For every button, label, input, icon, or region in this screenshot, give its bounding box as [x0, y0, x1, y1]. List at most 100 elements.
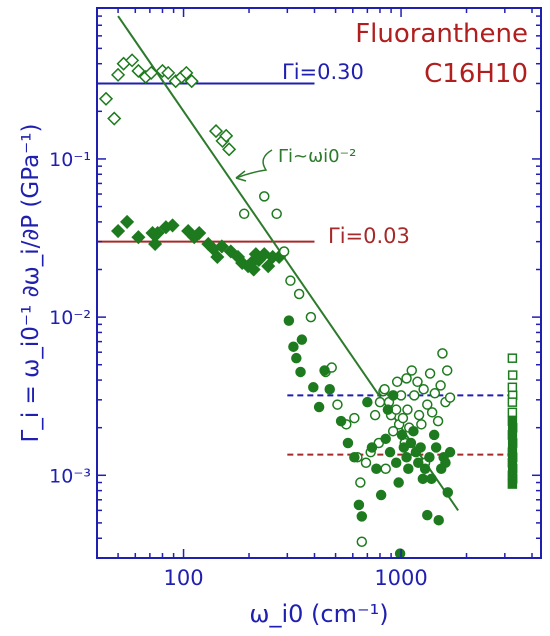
- data-point-circle-open: [402, 404, 413, 415]
- annotation-power-law: Γi~ωi0⁻²: [278, 146, 356, 167]
- plot-frame: [96, 7, 542, 559]
- data-point-circle-filled: [417, 473, 429, 485]
- data-point-diamond-filled: [150, 225, 165, 241]
- data-point-circle-filled: [430, 442, 442, 453]
- data-point-circle-open: [349, 412, 360, 424]
- chart-subtitle: C16H10: [424, 59, 528, 89]
- data-point-diamond-filled: [214, 239, 229, 254]
- data-point-circle-open: [413, 409, 425, 421]
- data-point-diamond-open: [125, 53, 140, 68]
- data-point-circle-open: [435, 380, 446, 391]
- data-point-circle-open: [432, 415, 444, 427]
- data-point-diamond-open: [131, 63, 146, 79]
- data-point-circle-open: [444, 392, 456, 403]
- data-point-square-open: [507, 397, 518, 407]
- annotation-gamma-low: Γi=0.03: [328, 224, 410, 248]
- data-point-diamond-filled: [131, 230, 146, 245]
- data-point-circle-filled: [353, 499, 365, 511]
- data-point-circle-open: [387, 425, 399, 437]
- data-point-circle-open: [278, 246, 290, 257]
- annotation-arrowhead: [235, 170, 247, 182]
- y-tick-label: 10⁻³: [49, 465, 91, 487]
- data-point-circle-filled: [433, 514, 444, 526]
- tick-labels: 100 1000 10⁻³ 10⁻² 10⁻¹: [49, 149, 428, 590]
- data-point-circle-open: [424, 368, 436, 379]
- data-point-circle-filled: [387, 390, 399, 401]
- data-point-circle-filled: [428, 429, 440, 441]
- x-axis-label: ω_i0 (cm⁻¹): [249, 600, 388, 628]
- data-point-circle-open: [437, 348, 448, 359]
- data-point-diamond-open: [179, 65, 194, 80]
- data-point-circle-filled: [349, 452, 360, 463]
- data-point-circle-filled: [319, 365, 330, 376]
- data-point-circle-filled: [422, 509, 433, 521]
- data-point-circle-open: [369, 409, 381, 421]
- data-point-circle-filled: [408, 425, 419, 437]
- data-point-circle-filled: [382, 404, 394, 415]
- data-point-circle-open: [379, 383, 390, 395]
- data-point-circle-filled: [393, 477, 404, 488]
- data-point-circle-open: [426, 407, 438, 418]
- data-point-diamond-filled: [165, 218, 180, 233]
- y-tick-label: 10⁻¹: [49, 149, 91, 171]
- data-point-circle-filled: [415, 442, 426, 453]
- data-point-circle-filled: [396, 429, 408, 441]
- data-point-diamond-open: [107, 111, 122, 126]
- chart-title: Fluoranthene: [355, 19, 528, 49]
- data-point-circle-open: [441, 365, 453, 376]
- data-point-circle-filled: [384, 446, 396, 458]
- x-tick-label: 100: [164, 566, 204, 590]
- data-point-diamond-open: [98, 91, 114, 106]
- data-point-circle-open: [401, 373, 412, 384]
- data-point-square-filled: [507, 438, 518, 448]
- data-point-circle-open: [397, 412, 409, 424]
- annotation-arrow: [235, 149, 273, 179]
- data-point-diamond-filled: [246, 262, 261, 277]
- data-point-circle-filled: [362, 396, 373, 408]
- data-point-square-open: [507, 382, 518, 393]
- data-point-circle-filled: [442, 487, 454, 498]
- data-point-circle-filled: [380, 433, 391, 445]
- data-point-diamond-filled: [192, 225, 207, 241]
- data-point-circle-open: [332, 399, 343, 410]
- data-point-circle-open: [305, 311, 317, 323]
- data-point-circle-open: [285, 275, 296, 286]
- data-point-square-open: [507, 353, 518, 363]
- data-point-square-open: [507, 370, 518, 380]
- data-point-circle-open: [356, 536, 368, 548]
- data-point-circle-open: [374, 396, 386, 408]
- y-tick-label: 10⁻²: [49, 307, 91, 329]
- data-point-circle-filled: [405, 437, 417, 449]
- data-point-circle-open: [355, 477, 366, 488]
- data-point-diamond-open: [219, 128, 234, 143]
- data-point-circle-open: [422, 399, 433, 410]
- data-point-circle-open: [416, 419, 427, 430]
- data-point-circle-filled: [426, 473, 437, 485]
- data-point-circle-open: [406, 365, 418, 376]
- annotation-gamma-high: Γi=0.30: [282, 60, 364, 84]
- data-point-circle-open: [418, 383, 429, 395]
- data-point-circle-open: [412, 376, 423, 388]
- data-point-circle-open: [293, 288, 305, 300]
- data-point-circle-filled: [366, 442, 378, 453]
- data-point-circle-filled: [296, 334, 308, 345]
- data-point-diamond-open: [222, 142, 237, 157]
- data-point-circle-open: [238, 208, 250, 220]
- data-point-diamond-open: [184, 74, 199, 89]
- data-point-circle-open: [391, 376, 403, 388]
- fit-line: [117, 15, 459, 511]
- data-point-circle-filled: [394, 548, 406, 559]
- data-point-circle-filled: [308, 382, 319, 393]
- data-point-circle-filled: [295, 366, 306, 378]
- axis-ticks: [96, 7, 541, 559]
- data-point-square-filled: [507, 479, 518, 489]
- data-point-square-filled: [507, 430, 518, 440]
- data-point-circle-filled: [375, 489, 387, 501]
- data-point-circle-open: [259, 191, 270, 202]
- x-tick-label: 1000: [374, 566, 427, 590]
- data-point-circle-filled: [283, 315, 295, 326]
- data-point-circle-open: [380, 463, 391, 474]
- data-point-diamond-open: [144, 65, 159, 80]
- data-point-circle-open: [429, 388, 441, 399]
